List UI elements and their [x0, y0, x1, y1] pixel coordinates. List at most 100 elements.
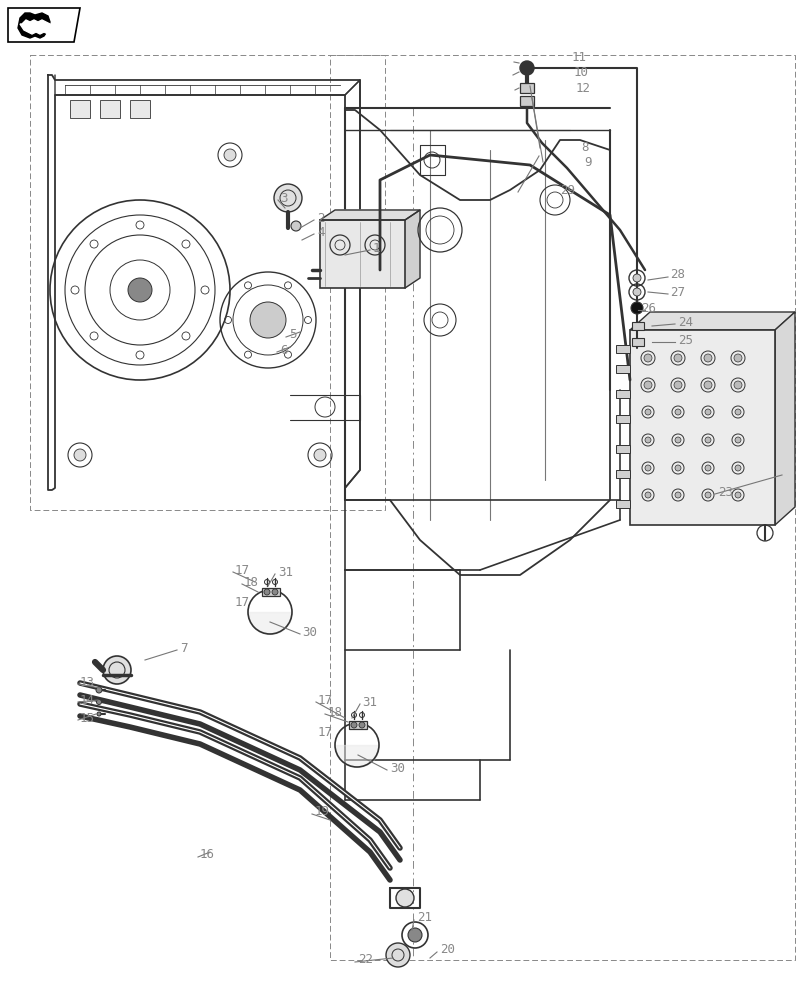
- Text: 17: 17: [318, 725, 333, 738]
- Circle shape: [644, 409, 650, 415]
- Bar: [616, 445, 629, 453]
- Circle shape: [633, 274, 640, 282]
- Text: 20: 20: [440, 943, 454, 956]
- Circle shape: [734, 409, 740, 415]
- Circle shape: [128, 278, 152, 302]
- Text: 23: 23: [717, 486, 732, 498]
- Circle shape: [350, 722, 357, 728]
- Text: 21: 21: [417, 911, 431, 924]
- Text: 17: 17: [318, 694, 333, 706]
- Circle shape: [96, 687, 102, 693]
- Bar: [616, 415, 629, 423]
- Circle shape: [704, 437, 710, 443]
- Bar: [262, 588, 280, 596]
- Circle shape: [314, 449, 325, 461]
- Circle shape: [407, 928, 422, 942]
- Circle shape: [643, 354, 651, 362]
- Text: 15: 15: [80, 711, 95, 724]
- Text: 17: 17: [234, 596, 250, 609]
- Circle shape: [630, 302, 642, 314]
- Text: 29: 29: [560, 184, 574, 197]
- Text: 18: 18: [328, 706, 342, 718]
- Bar: [616, 500, 629, 508]
- Circle shape: [644, 465, 650, 471]
- Text: 11: 11: [571, 51, 586, 64]
- Circle shape: [674, 492, 680, 498]
- Bar: [519, 96, 534, 106]
- Text: 10: 10: [573, 66, 588, 79]
- Polygon shape: [8, 8, 80, 42]
- Text: 14: 14: [80, 694, 95, 706]
- Polygon shape: [774, 312, 794, 525]
- Text: 13: 13: [80, 676, 95, 688]
- Text: 3: 3: [280, 192, 287, 205]
- Circle shape: [703, 354, 711, 362]
- Text: 16: 16: [200, 848, 215, 861]
- Circle shape: [272, 589, 277, 595]
- Circle shape: [673, 354, 681, 362]
- Text: 22: 22: [358, 953, 372, 966]
- Polygon shape: [405, 210, 419, 288]
- Circle shape: [633, 288, 640, 296]
- Circle shape: [644, 437, 650, 443]
- Bar: [100, 100, 120, 118]
- Circle shape: [644, 492, 650, 498]
- Circle shape: [734, 492, 740, 498]
- Bar: [519, 83, 534, 93]
- Text: 12: 12: [575, 82, 590, 95]
- Circle shape: [358, 722, 365, 728]
- Circle shape: [674, 437, 680, 443]
- Bar: [616, 390, 629, 398]
- Text: 4: 4: [316, 226, 324, 239]
- Circle shape: [396, 889, 414, 907]
- Polygon shape: [18, 13, 50, 38]
- Circle shape: [224, 149, 236, 161]
- Polygon shape: [20, 20, 52, 34]
- Circle shape: [673, 381, 681, 389]
- Circle shape: [733, 381, 741, 389]
- Circle shape: [250, 302, 285, 338]
- Bar: [631, 322, 643, 330]
- Circle shape: [703, 381, 711, 389]
- Circle shape: [273, 184, 302, 212]
- Text: 19: 19: [315, 805, 329, 818]
- Bar: [616, 470, 629, 478]
- Text: 1: 1: [372, 241, 380, 254]
- Circle shape: [704, 465, 710, 471]
- Bar: [631, 338, 643, 346]
- Text: 5: 5: [289, 328, 296, 342]
- Text: 30: 30: [389, 762, 405, 774]
- Bar: [616, 365, 629, 373]
- Text: 28: 28: [669, 268, 684, 282]
- Text: 31: 31: [362, 696, 376, 708]
- Circle shape: [643, 381, 651, 389]
- Circle shape: [704, 409, 710, 415]
- Text: 7: 7: [180, 642, 187, 654]
- Text: 8: 8: [581, 141, 588, 154]
- Circle shape: [290, 221, 301, 231]
- Bar: [320, 220, 405, 288]
- Circle shape: [734, 465, 740, 471]
- Circle shape: [385, 943, 410, 967]
- Text: 26: 26: [640, 302, 655, 314]
- Circle shape: [733, 354, 741, 362]
- Text: 30: 30: [302, 626, 316, 638]
- Circle shape: [674, 409, 680, 415]
- Text: 24: 24: [677, 316, 692, 328]
- Text: 18: 18: [243, 576, 259, 588]
- Text: 2: 2: [316, 212, 324, 225]
- Text: 31: 31: [277, 566, 293, 578]
- Circle shape: [674, 465, 680, 471]
- Text: 9: 9: [583, 156, 590, 169]
- Text: 17: 17: [234, 564, 250, 576]
- Polygon shape: [629, 312, 794, 330]
- Bar: [349, 721, 367, 729]
- Circle shape: [734, 437, 740, 443]
- Bar: [629, 330, 774, 525]
- Circle shape: [74, 449, 86, 461]
- Text: 27: 27: [669, 286, 684, 298]
- Circle shape: [97, 712, 101, 716]
- Bar: [616, 345, 629, 353]
- Bar: [70, 100, 90, 118]
- Circle shape: [97, 700, 101, 704]
